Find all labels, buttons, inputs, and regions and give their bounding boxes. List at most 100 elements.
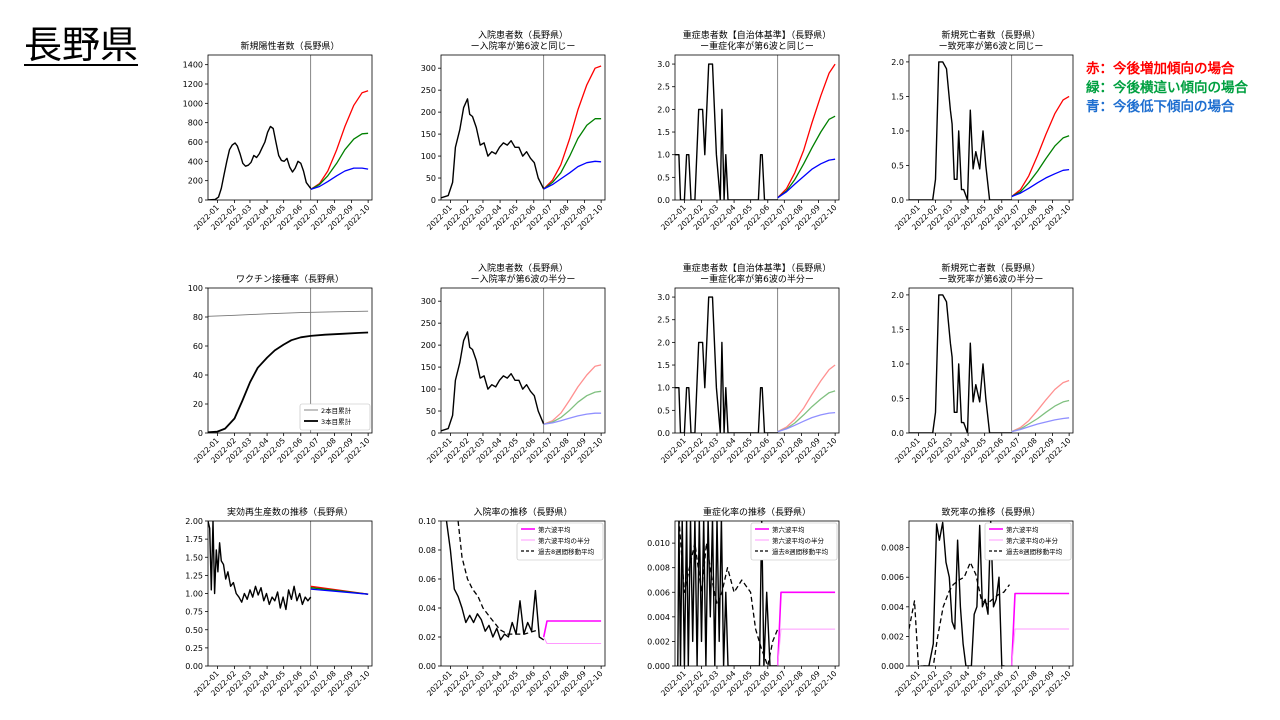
- series-forecast-down: [1011, 417, 1070, 433]
- y-tick-label: 0: [431, 196, 436, 205]
- chart-title: 入院率の推移（長野県）: [473, 506, 572, 518]
- chart-legend: [299, 403, 371, 431]
- plot-frame: [207, 520, 373, 667]
- series-forecast-flat: [543, 118, 602, 190]
- chart-legend: [750, 522, 838, 561]
- y-tick-label: 300: [421, 297, 436, 306]
- y-tick-label: 0.5: [891, 161, 904, 170]
- chart-c2: 入院患者数（長野県）ー入院率が第6波と同じー 0 50 100 150 200 250 300…: [421, 29, 606, 232]
- series-forecast-down: [310, 167, 369, 191]
- chart-c1: 新規陽性者数（長野県）02004006008001000120014002022…: [183, 40, 373, 232]
- chart-c5: ワクチン接種率（長野県）0204060801002022-012022-0220…: [188, 273, 373, 465]
- chart-title: ー致死率が第6波と同じー: [939, 40, 1044, 52]
- y-tick-label: 0: [198, 196, 203, 205]
- y-tick-label: 0.0: [657, 429, 670, 438]
- series-group: [675, 296, 836, 433]
- series-forecast-flat: [1011, 399, 1070, 433]
- y-tick-label: 250: [421, 86, 436, 95]
- y-tick-label: 200: [421, 108, 436, 117]
- plot-frame: [440, 54, 606, 201]
- chart-title: 新規死亡者数（長野県）: [941, 262, 1040, 274]
- y-tick-label: 2.0: [657, 338, 670, 347]
- y-tick-label: 1.5: [657, 361, 670, 370]
- y-tick-label: 1.5: [891, 325, 904, 334]
- y-tick-label: 1200: [183, 80, 203, 89]
- chart-title: 入院患者数（長野県）: [478, 262, 568, 274]
- scenario-legend: 赤：今後増加傾向の場合 緑：今後横這い傾向の場合 青：今後低下傾向の場合: [1086, 60, 1248, 117]
- series-第六波平均の半分: [1011, 628, 1070, 666]
- y-tick-label: 50: [426, 174, 436, 183]
- y-tick-label: 250: [421, 319, 436, 328]
- series-forecast-up: [1011, 379, 1070, 433]
- series-forecast-up: [310, 90, 369, 190]
- plot-frame: [908, 54, 1074, 201]
- y-tick-label: 3.0: [657, 293, 670, 302]
- chart-title: ー致死率が第6波の半分ー: [939, 273, 1044, 285]
- series-group: [208, 310, 369, 433]
- series-forecast-down: [1011, 168, 1070, 198]
- series-actual: [675, 63, 778, 200]
- chart-title: 入院患者数（長野県）: [478, 29, 568, 41]
- series-actual: [441, 331, 545, 432]
- y-tick-label: 600: [188, 138, 203, 147]
- y-tick-label: 1.5: [657, 128, 670, 137]
- series-forecast-flat: [1011, 135, 1070, 198]
- y-tick-label: 1.5: [891, 92, 904, 101]
- series-actual: [208, 125, 312, 200]
- series-第六波平均: [776, 591, 836, 666]
- series-actual: [441, 98, 545, 199]
- y-tick-label: 80: [193, 313, 203, 322]
- y-tick-label: 0.04: [418, 604, 436, 613]
- series-forecast-up: [543, 65, 602, 190]
- scenario-legend-green: 緑：今後横這い傾向の場合: [1086, 80, 1248, 96]
- series-forecast-flat: [777, 115, 836, 199]
- y-tick-label: 1.00: [185, 590, 203, 599]
- y-tick-label: 0.50: [185, 626, 203, 635]
- series-forecast-up: [1011, 95, 1070, 198]
- series-group: [909, 294, 1070, 433]
- y-tick-label: 0.0: [891, 196, 904, 205]
- series-group: [208, 521, 369, 611]
- series-過去8週間移動平均: [457, 521, 539, 635]
- y-tick-label: 800: [188, 119, 203, 128]
- plot-frame: [440, 287, 606, 434]
- y-tick-label: 150: [421, 130, 436, 139]
- legend-label: 第六波平均: [772, 525, 805, 534]
- y-tick-label: 150: [421, 363, 436, 372]
- plot-frame: [674, 520, 840, 667]
- y-tick-label: 0.06: [418, 575, 436, 584]
- series-forecast-down: [543, 160, 602, 190]
- y-tick-label: 2.5: [657, 83, 670, 92]
- chart-legend: [984, 522, 1072, 561]
- series-actual: [445, 521, 545, 641]
- y-tick-label: 0.00: [185, 662, 203, 671]
- series-第六波平均の半分: [543, 636, 602, 644]
- y-tick-label: 1.50: [185, 553, 203, 562]
- series-group: [909, 61, 1070, 200]
- series-actual: [909, 61, 1012, 200]
- legend-label: 第六波平均の半分: [1006, 536, 1059, 545]
- series-actual: [675, 296, 778, 433]
- y-tick-label: 0.008: [647, 564, 670, 573]
- legend-label: 過去8週間移動平均: [772, 547, 829, 556]
- series-第六波平均: [542, 620, 602, 638]
- y-tick-label: 1000: [183, 99, 203, 108]
- y-tick-label: 0.006: [647, 588, 670, 597]
- series-group: [909, 521, 1070, 666]
- legend-label: 第六波平均: [1006, 525, 1039, 534]
- chart-c7: 重症患者数【自治体基準】（長野県）ー重症化率が第6波の半分ー 0.0 0.5 1.0 1…: [657, 262, 840, 465]
- series-forecast-down: [543, 412, 602, 425]
- chart-title: ー重症化率が第6波の半分ー: [700, 273, 814, 285]
- plot-frame: [908, 520, 1074, 667]
- series-group: [441, 331, 602, 432]
- y-tick-label: 2.00: [185, 517, 203, 526]
- plot-frame: [908, 287, 1074, 434]
- chart-title: ワクチン接種率（長野県）: [236, 273, 344, 285]
- y-tick-label: 1.0: [657, 151, 670, 160]
- y-tick-label: 60: [193, 342, 203, 351]
- plot-frame: [207, 287, 373, 434]
- y-tick-label: 0.002: [881, 632, 904, 641]
- series-group: [675, 63, 836, 200]
- y-tick-label: 40: [193, 371, 203, 380]
- y-tick-label: 1.0: [891, 360, 904, 369]
